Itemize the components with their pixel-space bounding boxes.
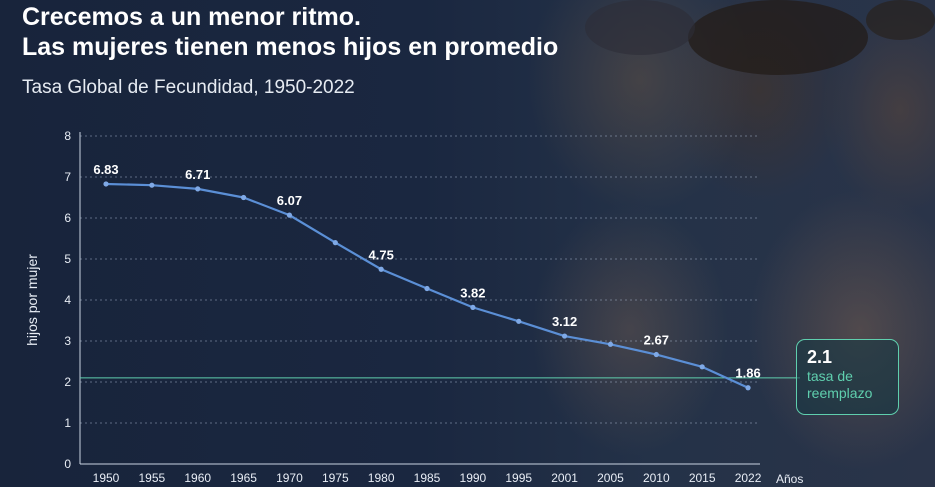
- x-tick-label: 2010: [643, 471, 670, 485]
- hat-shape: [585, 0, 695, 55]
- data-point: [149, 182, 155, 188]
- data-label: 1.86: [735, 366, 760, 381]
- y-tick-label: 4: [64, 293, 71, 307]
- hat-shape: [688, 0, 868, 75]
- x-tick-label: 1955: [139, 471, 166, 485]
- x-tick-label: 1975: [322, 471, 349, 485]
- y-tick-label: 0: [64, 457, 71, 471]
- x-tick-label: 1965: [230, 471, 257, 485]
- fertility-series-line: [105, 182, 749, 389]
- data-point: [424, 285, 430, 292]
- y-tick-label: 7: [64, 170, 71, 184]
- data-label: 6.07: [277, 193, 302, 208]
- replacement-rate-box: 2.1 tasa de reemplazo: [796, 339, 899, 415]
- y-tick-label: 8: [64, 129, 71, 143]
- data-label: 6.71: [185, 167, 210, 182]
- chart-title-line2: Las mujeres tienen menos hijos en promed…: [22, 33, 559, 61]
- x-tick-label: 1980: [368, 471, 395, 485]
- data-point: [562, 333, 568, 339]
- hat-shape: [866, 0, 935, 40]
- x-tick-label: 2005: [597, 471, 624, 485]
- data-point: [378, 266, 384, 272]
- data-point: [240, 194, 247, 201]
- x-tick-label: 1970: [276, 471, 303, 485]
- x-tick-label: 1960: [184, 471, 211, 485]
- data-point: [516, 318, 522, 324]
- data-label: 6.83: [93, 162, 118, 177]
- y-tick-label: 2: [64, 375, 71, 389]
- data-label: 4.75: [369, 247, 394, 262]
- chart-title-line1: Crecemos a un menor ritmo.: [22, 3, 361, 31]
- x-tick-label: 1990: [460, 471, 487, 485]
- y-axis-label: hijos por mujer: [24, 254, 40, 346]
- replacement-rate-label: tasa de: [807, 368, 853, 384]
- chart-subtitle: Tasa Global de Fecundidad, 1950-2022: [22, 77, 355, 98]
- x-tick-label: 1985: [414, 471, 441, 485]
- x-tick-label: 1950: [93, 471, 120, 485]
- x-tick-label: 2022: [735, 471, 762, 485]
- data-point: [103, 181, 109, 187]
- data-point: [699, 364, 705, 370]
- replacement-rate-label: reemplazo: [807, 385, 873, 401]
- data-point: [470, 304, 476, 310]
- x-tick-label: 1995: [505, 471, 532, 485]
- y-tick-label: 3: [64, 334, 71, 348]
- replacement-rate-value: 2.1: [807, 347, 833, 367]
- data-point: [653, 351, 659, 358]
- data-label: 3.12: [552, 314, 577, 329]
- data-point: [195, 186, 201, 192]
- x-tick-label: 2001: [551, 471, 578, 485]
- data-label: 2.67: [644, 333, 669, 348]
- y-tick-label: 6: [64, 211, 71, 225]
- data-label: 3.82: [460, 285, 485, 300]
- data-point: [332, 240, 338, 246]
- y-tick-label: 1: [64, 416, 71, 430]
- data-point: [607, 341, 614, 347]
- data-point: [286, 212, 293, 218]
- x-axis-label: Años: [776, 472, 803, 486]
- y-tick-label: 5: [64, 252, 71, 266]
- data-point: [745, 385, 751, 391]
- x-tick-label: 2015: [689, 471, 716, 485]
